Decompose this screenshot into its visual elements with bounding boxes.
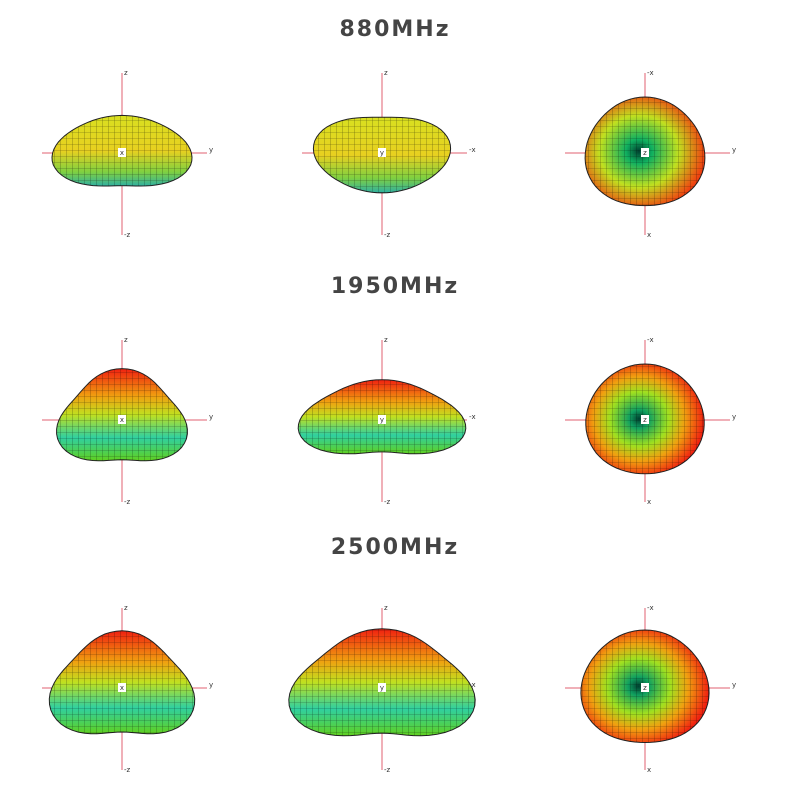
center-box <box>378 148 386 157</box>
axis-label: y <box>380 684 384 692</box>
axis-label: z <box>124 69 128 77</box>
radiation-pattern: y z -z -x <box>302 69 476 239</box>
axis-label: y <box>209 146 213 154</box>
center-box <box>378 683 386 692</box>
axis-label: -z <box>384 231 391 239</box>
pattern-mesh <box>288 628 476 736</box>
axis-label: z <box>384 336 388 344</box>
axis-label: -x <box>469 146 476 154</box>
section-title: 2500MHz <box>331 535 459 560</box>
axis-label: y <box>380 149 384 157</box>
radiation-pattern: z -x x y <box>565 69 736 239</box>
section-title: 880MHz <box>339 17 450 42</box>
axis-label: -x <box>647 69 654 77</box>
radiation-pattern: z -x x y <box>565 336 736 506</box>
center-box <box>378 415 386 424</box>
radiation-pattern: z -x x y <box>565 604 736 774</box>
axis-label: z <box>384 69 388 77</box>
axis-label: -z <box>124 766 131 774</box>
axis-label: z <box>124 604 128 612</box>
axis-label: z <box>384 604 388 612</box>
center-box <box>118 415 126 424</box>
axis-label: -x <box>647 336 654 344</box>
axis-label: y <box>732 681 736 689</box>
axis-label: x <box>647 231 651 239</box>
axis-label: z <box>643 149 647 157</box>
radiation-pattern: y z -z -x <box>297 336 476 506</box>
center-box <box>118 683 126 692</box>
center-box <box>641 415 649 424</box>
center-box <box>118 148 126 157</box>
center-box <box>641 683 649 692</box>
axis-label: y <box>209 413 213 421</box>
pattern-mesh <box>56 368 188 461</box>
axis-label: -z <box>124 231 131 239</box>
section-title: 1950MHz <box>331 274 459 299</box>
axis-label: -x <box>647 604 654 612</box>
axis-label: x <box>120 416 124 424</box>
center-box <box>641 148 649 157</box>
radiation-pattern: x z -z y <box>42 604 213 774</box>
axis-label: z <box>643 416 647 424</box>
axis-label: x <box>647 498 651 506</box>
axis-label: y <box>732 413 736 421</box>
axis-label: y <box>732 146 736 154</box>
radiation-pattern: x z -z y <box>42 69 213 239</box>
axis-label: -z <box>124 498 131 506</box>
axis-label: y <box>209 681 213 689</box>
axis-label: x <box>120 149 124 157</box>
axis-label: z <box>124 336 128 344</box>
axis-label: -x <box>469 681 476 689</box>
radiation-pattern: y z -z -x <box>288 604 476 774</box>
axis-label: z <box>643 684 647 692</box>
axis-label: -x <box>469 413 476 421</box>
axis-label: x <box>120 684 124 692</box>
axis-label: x <box>647 766 651 774</box>
axis-label: y <box>380 416 384 424</box>
axis-label: -z <box>384 766 391 774</box>
pattern-mesh <box>49 630 195 734</box>
radiation-pattern: x z -z y <box>42 336 213 506</box>
axis-label: -z <box>384 498 391 506</box>
